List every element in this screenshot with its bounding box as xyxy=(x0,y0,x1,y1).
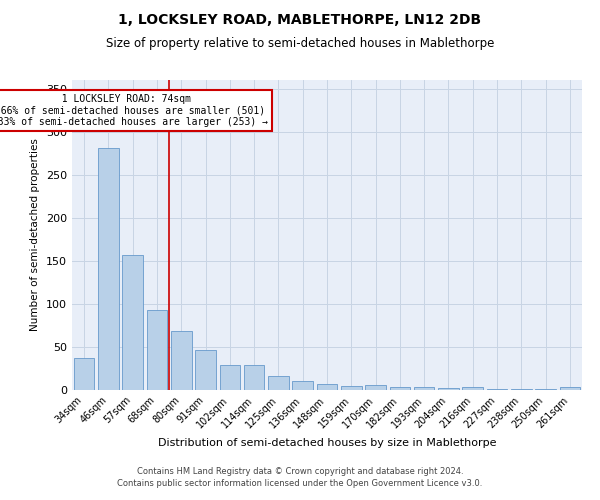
Bar xyxy=(171,332,191,390)
Bar xyxy=(122,255,143,390)
Bar xyxy=(365,385,386,390)
Bar xyxy=(244,365,265,390)
Bar xyxy=(98,148,119,390)
Bar xyxy=(414,388,434,390)
Bar xyxy=(341,386,362,390)
Bar xyxy=(463,386,483,390)
Bar xyxy=(195,350,216,390)
Bar xyxy=(220,365,240,390)
Bar xyxy=(268,376,289,390)
Bar xyxy=(511,389,532,390)
Bar xyxy=(74,358,94,390)
Bar xyxy=(438,388,459,390)
Text: Size of property relative to semi-detached houses in Mablethorpe: Size of property relative to semi-detach… xyxy=(106,38,494,51)
Bar xyxy=(292,380,313,390)
Text: 1, LOCKSLEY ROAD, MABLETHORPE, LN12 2DB: 1, LOCKSLEY ROAD, MABLETHORPE, LN12 2DB xyxy=(118,12,482,26)
Text: Contains public sector information licensed under the Open Government Licence v3: Contains public sector information licen… xyxy=(118,478,482,488)
X-axis label: Distribution of semi-detached houses by size in Mablethorpe: Distribution of semi-detached houses by … xyxy=(158,438,496,448)
Y-axis label: Number of semi-detached properties: Number of semi-detached properties xyxy=(31,138,40,332)
Text: Contains HM Land Registry data © Crown copyright and database right 2024.: Contains HM Land Registry data © Crown c… xyxy=(137,467,463,476)
Bar xyxy=(560,386,580,390)
Bar xyxy=(487,389,508,390)
Bar xyxy=(146,310,167,390)
Bar xyxy=(317,384,337,390)
Bar xyxy=(389,386,410,390)
Text: 1 LOCKSLEY ROAD: 74sqm  
← 66% of semi-detached houses are smaller (501)
  33% o: 1 LOCKSLEY ROAD: 74sqm ← 66% of semi-det… xyxy=(0,94,268,126)
Bar xyxy=(535,389,556,390)
